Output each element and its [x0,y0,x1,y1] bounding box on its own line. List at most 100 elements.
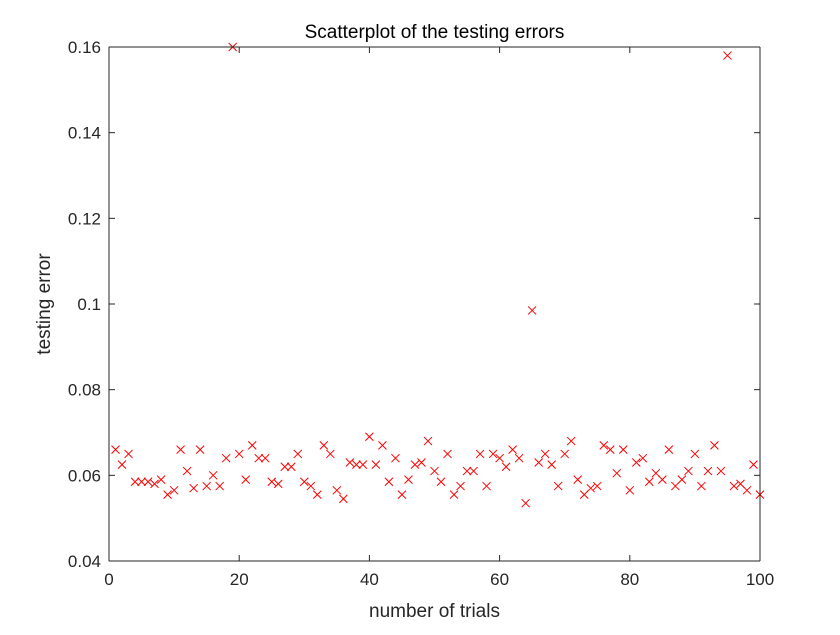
data-point [391,453,400,463]
data-point [644,477,654,487]
data-point [443,449,452,459]
x-tick-label: 40 [360,570,379,589]
data-point [358,460,368,469]
x-axis-label: number of trials [369,601,500,622]
data-point [267,477,277,487]
data-point [410,460,420,469]
data-point [352,460,361,469]
data-point [176,445,185,454]
data-point [299,477,309,487]
data-point [456,481,465,491]
data-point [462,466,472,476]
data-point [130,477,140,487]
plot-area [109,47,760,561]
y-tick-label: 0.14 [68,124,101,143]
y-tick-label: 0.04 [68,552,101,571]
y-tick-label: 0.1 [77,295,101,314]
data-point [280,462,290,472]
data-point [716,466,726,476]
data-point [137,477,146,487]
data-point [417,458,426,467]
data-point [254,453,264,463]
data-point [273,479,283,489]
data-markers [111,42,765,508]
data-point [469,466,478,476]
data-point [345,458,355,467]
axes: 0 20 40 60 80 100 0.04 0.06 0.08 0.1 0.12 0.14 0.16 [68,38,774,589]
data-point [703,466,713,476]
data-point [365,432,374,442]
data-point [156,475,166,484]
y-tick-label: 0.06 [68,466,101,485]
data-point [189,483,198,493]
data-point [202,481,212,491]
data-point [325,449,335,459]
data-point [124,449,133,459]
data-point [521,498,530,508]
data-point [286,462,296,472]
data-point [723,51,732,60]
data-point [553,481,563,491]
data-point [573,475,583,484]
chart-title: Scatterplot of the testing errors [305,22,565,43]
data-point [742,485,752,495]
data-point [631,458,641,467]
data-point [371,460,381,469]
y-tick-label: 0.08 [68,381,101,400]
data-point [384,477,394,487]
data-point [247,440,257,450]
data-point [475,449,485,459]
data-point [306,481,316,491]
data-point [664,445,674,454]
data-point [169,485,179,495]
data-point [117,460,127,469]
data-point [423,436,433,446]
data-point [397,490,407,499]
data-point [482,481,491,491]
data-point [449,490,459,499]
data-point [501,462,511,472]
data-point [527,306,537,315]
data-point [710,440,719,450]
data-point [697,481,706,491]
data-point [540,449,550,459]
data-point [234,449,244,459]
x-tick-label: 0 [104,570,113,589]
data-point [150,479,159,489]
data-point [404,475,413,484]
data-point [690,449,700,459]
data-point [312,490,322,499]
data-point [749,460,758,469]
data-point [488,449,498,459]
x-tick-label: 100 [746,570,774,589]
data-point [241,475,251,484]
data-point [605,445,615,454]
data-point [319,440,329,450]
x-tick-label: 80 [620,570,639,589]
data-point [612,468,622,478]
x-tick-label: 60 [490,570,509,589]
data-point [182,466,192,476]
data-point [221,453,231,463]
data-point [508,445,517,454]
data-point [495,453,504,463]
data-point [599,440,609,450]
y-tick-label: 0.12 [68,209,101,228]
data-point [163,490,172,499]
data-point [618,445,628,454]
data-point [592,481,602,491]
data-point [378,440,387,450]
data-point [215,481,225,491]
data-point [625,485,635,495]
data-point [111,445,120,454]
data-point [143,477,153,487]
data-point [534,458,544,467]
data-point [560,449,570,459]
data-point [638,453,648,463]
data-point [195,445,205,454]
data-point [332,485,342,495]
data-point [684,466,693,476]
data-point [293,449,303,459]
